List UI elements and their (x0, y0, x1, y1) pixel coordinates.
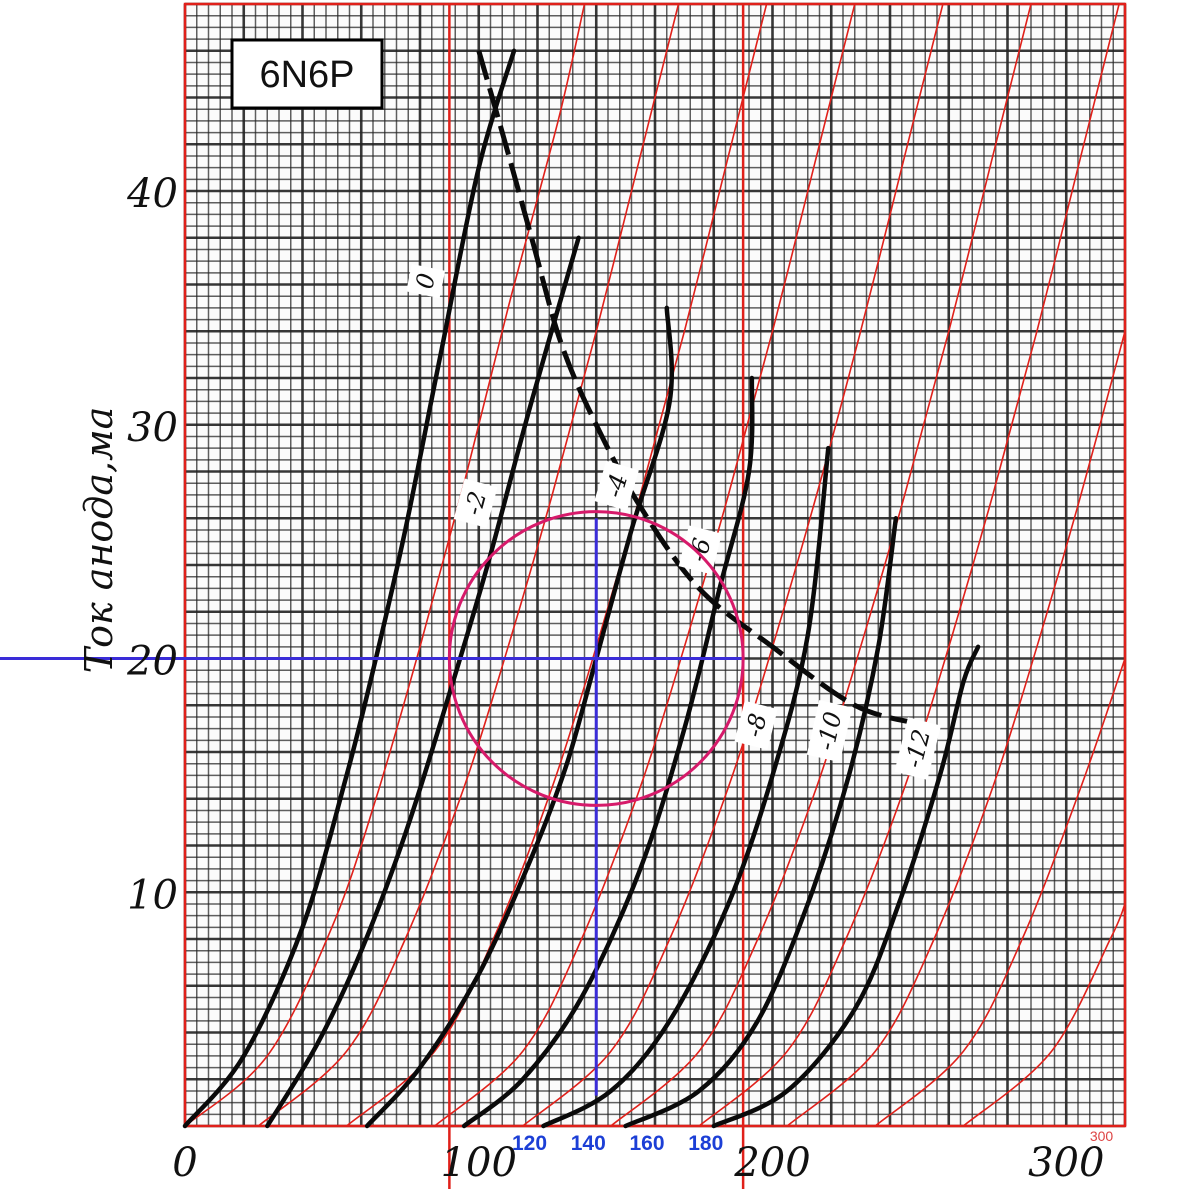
x-tick-label: 200 (733, 1140, 810, 1186)
operating-point-circle (447, 510, 745, 807)
curve-tag-box (678, 525, 722, 575)
red-reference-curve (698, 3, 1120, 1127)
tube-curves: 0 -2 -4 -6 -8 -10 -12 (182, 48, 981, 1129)
curve-tag-group: -8 (734, 700, 778, 750)
curve-tag-box (734, 700, 778, 750)
model-box (230, 38, 384, 110)
curve-vg--4 (364, 305, 675, 1129)
operating-point-overlay (0, 510, 745, 1096)
curve-vg-0 (182, 48, 517, 1129)
curve-tag-box (406, 263, 446, 299)
red-reference-curve (610, 3, 1032, 1127)
chart-title: 6N6P (259, 54, 354, 96)
curve-tag-group: -6 (678, 525, 722, 575)
blue-tick-label: 160 (629, 1132, 664, 1155)
curve-tag-group: -10 (806, 700, 853, 763)
curve-tag-box (894, 717, 942, 780)
curve-tag-box (594, 460, 639, 511)
faint-tick-label: 300 (1090, 1128, 1114, 1144)
red-reference-curve (522, 3, 944, 1127)
plot-frame (183, 2, 1127, 1128)
y-tick-label: 30 (127, 405, 178, 451)
x-tick-label: 300 (1028, 1140, 1104, 1186)
red-reference-curve (874, 658, 1126, 1127)
curve-tag-group: -4 (594, 460, 639, 511)
curve-vg--12 (711, 644, 981, 1129)
x-tick-label: 100 (441, 1140, 517, 1186)
blue-tick-label: 140 (571, 1132, 606, 1155)
curve-tag-label: 0 (410, 271, 440, 292)
red-reference-curve (962, 903, 1126, 1127)
red-reference-curve (184, 3, 586, 1127)
max-dissipation-curve (476, 50, 921, 727)
red-reference-curve (786, 331, 1126, 1127)
frame-layer (183, 2, 1127, 1189)
blue-tick-label: 120 (512, 1132, 547, 1155)
blue-tick-label: 180 (688, 1132, 723, 1155)
y-tick-label: 20 (126, 639, 178, 685)
y-tick-label: 10 (127, 872, 178, 918)
text-layer: 6N6P Ток анода,ма 0 100 200 300 10 20 30 40 120 1… (77, 38, 1114, 1186)
curve-tag-group: -2 (453, 478, 498, 528)
y-tick-label: 40 (126, 171, 178, 217)
curve-tag-box (453, 478, 498, 528)
curve-tag-group: 0 (406, 263, 446, 299)
y-axis-label: Ток анода,ма (77, 407, 121, 674)
curve-tag-group: -12 (894, 717, 942, 780)
grid-layer (183, 2, 1127, 1128)
red-reference-curve (434, 3, 856, 1127)
x-tick-label: 0 (172, 1140, 197, 1186)
curve-vg--2 (265, 235, 581, 1129)
curve-tag-box (806, 700, 853, 763)
curve-vg--8 (541, 445, 831, 1129)
curve-vg--10 (623, 516, 899, 1129)
red-reference-curve (257, 3, 680, 1127)
